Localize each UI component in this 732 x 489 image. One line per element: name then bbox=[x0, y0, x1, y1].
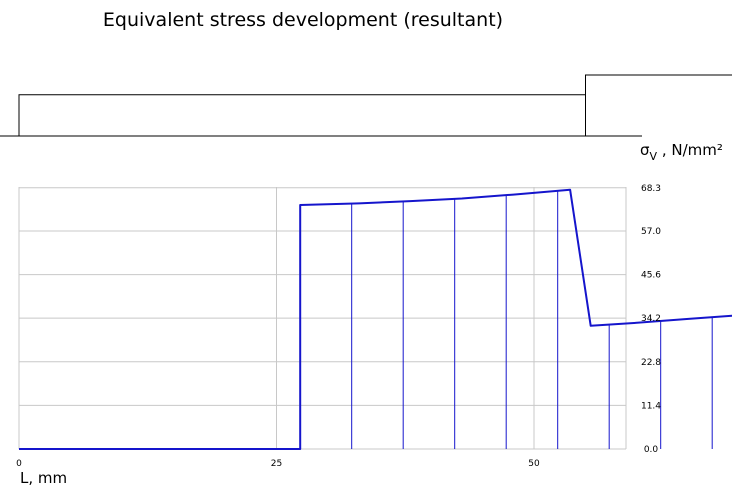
stress-curve-line bbox=[19, 188, 732, 450]
y-tick-label: 34.2 bbox=[641, 314, 661, 324]
chart-title: Equivalent stress development (resultant… bbox=[103, 9, 503, 31]
y-axis-label-subscript: V bbox=[650, 150, 658, 163]
y-tick-label: 0.0 bbox=[644, 445, 659, 455]
shaft-contour bbox=[18, 74, 732, 136]
y-tick-label: 11.4 bbox=[641, 401, 661, 411]
x-tick-label: 25 bbox=[271, 459, 282, 469]
x-axis-label: L, mm bbox=[20, 469, 67, 487]
y-axis-label-unit: , N/mm² bbox=[657, 141, 723, 159]
y-tick-label: 57.0 bbox=[641, 227, 661, 237]
y-axis-label: σV , N/mm² bbox=[640, 141, 723, 163]
chart-grid bbox=[18, 187, 627, 450]
y-tick-label: 45.6 bbox=[641, 271, 661, 281]
x-tick-label: 0 bbox=[16, 459, 22, 469]
axis-ticks: 02550751001251501752002250.011.422.834.2… bbox=[16, 184, 661, 469]
stress-curve bbox=[19, 188, 732, 450]
y-tick-label: 22.8 bbox=[641, 358, 661, 368]
y-axis-label-symbol: σ bbox=[640, 141, 650, 159]
y-tick-label: 68.3 bbox=[641, 184, 661, 194]
x-tick-label: 50 bbox=[528, 459, 540, 469]
shaft-outline bbox=[0, 74, 732, 137]
